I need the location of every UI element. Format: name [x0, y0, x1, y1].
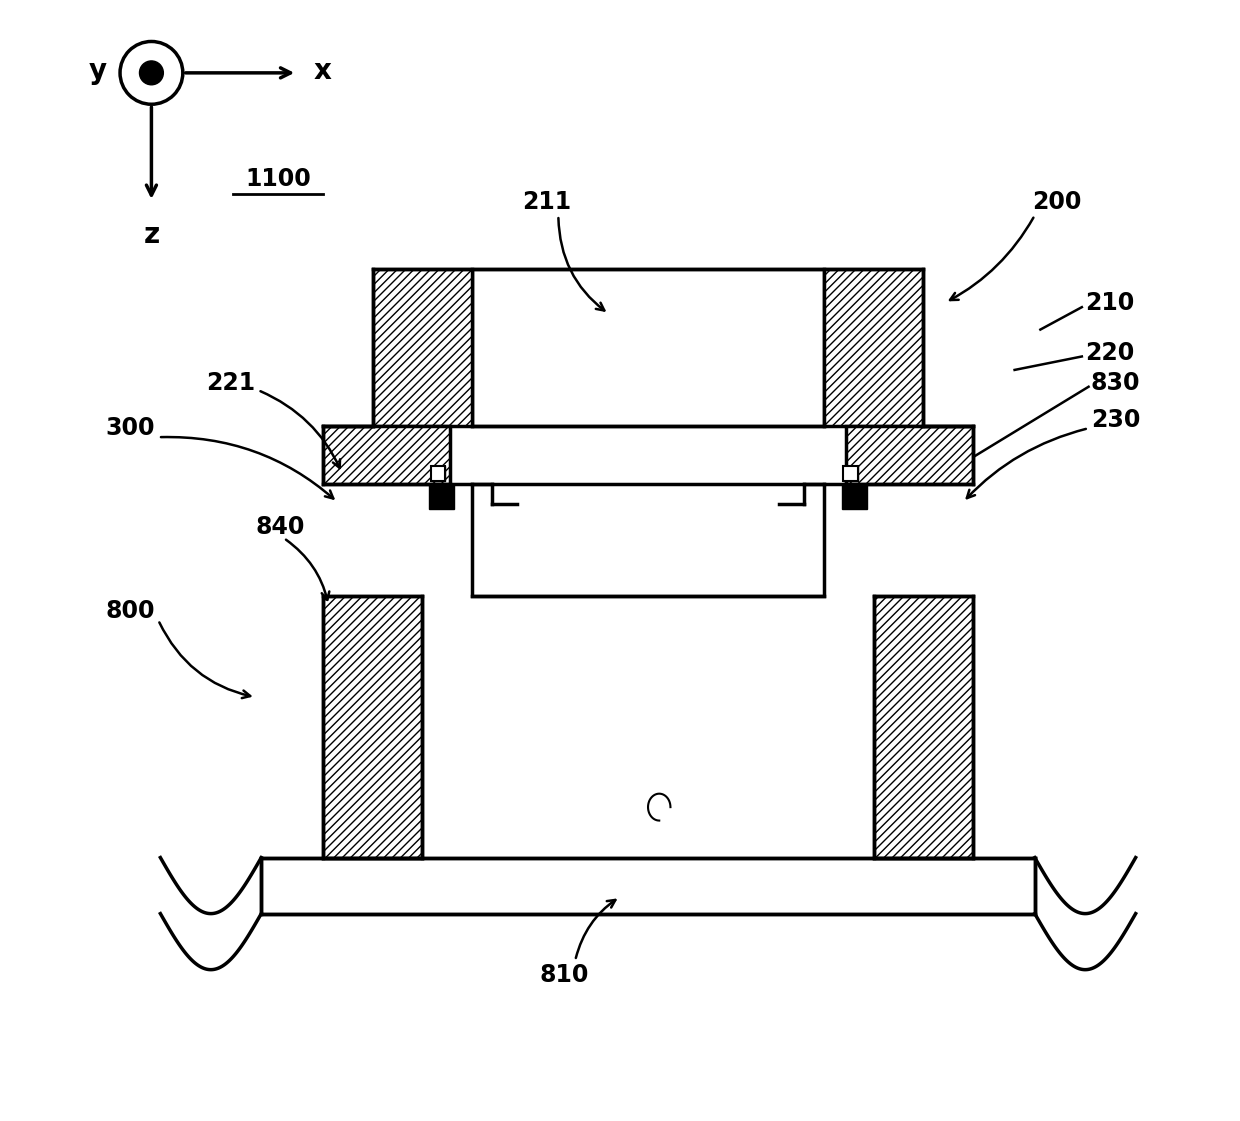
Bar — [842, 484, 867, 509]
Text: 300: 300 — [105, 416, 155, 441]
Text: 220: 220 — [1085, 341, 1135, 365]
Bar — [843, 466, 858, 481]
Text: 810: 810 — [539, 963, 589, 988]
Text: 840: 840 — [255, 515, 305, 539]
Text: z: z — [144, 221, 160, 249]
Circle shape — [139, 61, 164, 85]
Bar — [847, 426, 973, 484]
Text: 800: 800 — [105, 599, 155, 623]
Bar — [322, 596, 422, 858]
Text: 211: 211 — [522, 189, 572, 214]
Bar — [472, 269, 825, 426]
Bar — [430, 466, 445, 481]
Bar — [429, 484, 454, 509]
Bar — [262, 858, 1034, 914]
Text: y: y — [88, 57, 107, 84]
Bar — [430, 466, 445, 481]
Text: 230: 230 — [1091, 408, 1141, 433]
Text: 221: 221 — [207, 371, 255, 396]
Bar — [472, 484, 825, 596]
Bar — [825, 269, 923, 426]
Text: 210: 210 — [1085, 290, 1135, 315]
Text: 1100: 1100 — [246, 167, 311, 192]
Bar — [874, 596, 973, 858]
Text: x: x — [314, 57, 332, 84]
Bar — [843, 466, 858, 481]
Text: 830: 830 — [1091, 371, 1141, 396]
Bar — [373, 269, 472, 426]
Bar — [322, 426, 450, 484]
Text: 200: 200 — [1033, 189, 1081, 214]
